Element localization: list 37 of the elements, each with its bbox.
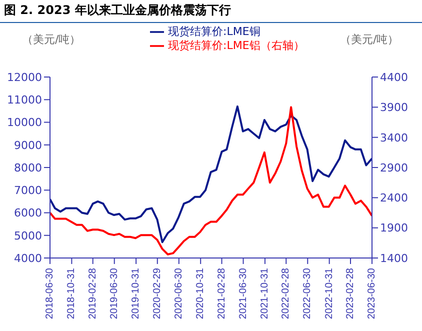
x-tick-label: 2019-06-30 <box>108 268 120 320</box>
x-tick-label: 2021-02-28 <box>216 268 228 320</box>
y-tick-label: 4000 <box>14 252 42 265</box>
chart-title: 图 2. 2023 年以来工业金属价格震荡下行 <box>0 0 422 23</box>
y-tick-label: 5000 <box>14 229 42 242</box>
x-tick-label: 2020-02-29 <box>152 268 163 320</box>
y2-tick-label: 2400 <box>380 192 408 205</box>
y2-tick-label: 1900 <box>380 222 408 235</box>
y-tick-label: 11000 <box>7 94 42 107</box>
y-tick-label: 7000 <box>14 184 42 198</box>
x-tick-label: 2021-10-31 <box>259 268 270 320</box>
legend-label: 现货结算价:LME铝（右轴） <box>168 39 304 52</box>
y2-axis-title: （美元/吨） <box>340 32 399 47</box>
x-tick-label: 2019-02-28 <box>87 268 98 320</box>
y2-tick-label: 1400 <box>380 252 408 265</box>
y-tick-label: 8000 <box>14 161 42 174</box>
y-tick-label: 12000 <box>7 70 42 84</box>
x-tick-label: 2018-10-31 <box>66 268 78 320</box>
legend-label: 现货结算价:LME铜 <box>168 25 260 38</box>
x-tick-label: 2022-06-30 <box>302 268 314 320</box>
x-tick-label: 2018-06-30 <box>44 268 56 320</box>
y-tick-label: 9000 <box>14 138 42 152</box>
x-tick-label: 2020-06-30 <box>173 268 184 320</box>
y2-tick-label: 4400 <box>380 70 408 84</box>
x-tick-label: 2023-02-28 <box>344 268 356 320</box>
y2-tick-label: 3900 <box>380 101 408 114</box>
y-axis-title: （美元/吨） <box>22 32 81 47</box>
x-tick-label: 2023-06-30 <box>366 268 378 320</box>
y2-tick-label: 3400 <box>380 131 408 144</box>
x-tick-label: 2020-10-31 <box>195 268 206 320</box>
x-tick-label: 2022-02-28 <box>280 268 292 320</box>
x-tick-label: 2019-10-31 <box>130 268 142 320</box>
y-tick-label: 10000 <box>7 116 42 130</box>
x-tick-label: 2021-06-30 <box>238 268 249 320</box>
x-tick-label: 2022-10-31 <box>324 268 335 320</box>
y-tick-label: 6000 <box>14 206 42 220</box>
y2-tick-label: 2900 <box>380 161 408 174</box>
